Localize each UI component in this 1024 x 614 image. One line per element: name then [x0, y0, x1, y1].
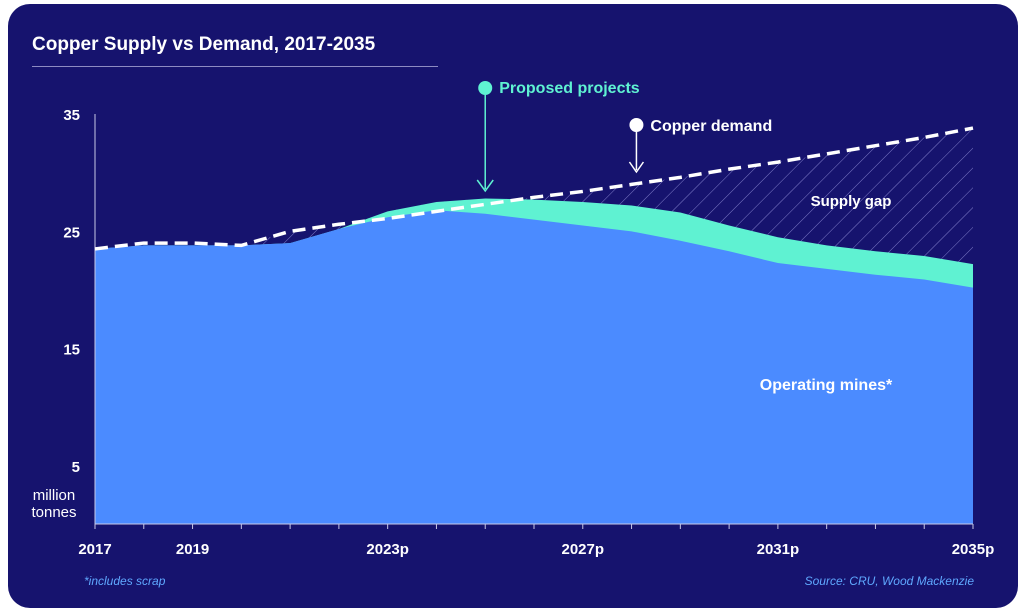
chart-title: Copper Supply vs Demand, 2017-2035: [32, 34, 376, 55]
proposed-projects-marker: [478, 81, 493, 95]
operating-mines-label: Operating mines*: [760, 377, 893, 394]
copper-demand-arrowhead: [628, 161, 645, 174]
x-tick-label: 2017: [78, 541, 111, 558]
x-tick-label: 2019: [176, 541, 209, 558]
copper-demand-line: [94, 126, 974, 251]
copper-demand-marker: [629, 118, 644, 132]
x-tick-label: 2031p: [757, 541, 800, 558]
y-tick-label: 25: [63, 224, 80, 241]
supply-gap-area: [241, 128, 974, 265]
source-note: Source: CRU, Wood Mackenzie: [804, 574, 974, 588]
y-tick-label: 15: [63, 342, 80, 359]
proposed-projects-arrowhead: [476, 179, 494, 193]
chart-plot: 5 15 25 35 million tonnes 2017 2019 2023p 2027p 20…: [31, 80, 995, 558]
operating-mines-area: [95, 210, 973, 525]
supply-gap-label: Supply gap: [811, 193, 892, 210]
footnote: *includes scrap: [84, 574, 166, 588]
x-tick-label: 2027p: [562, 541, 605, 558]
y-tick-label: 35: [63, 107, 80, 124]
chart-card: Copper Supply vs Demand, 2017-2035 5 15 25…: [8, 4, 1018, 608]
copper-demand-label: Copper demand: [650, 118, 772, 135]
x-tick-label: 2035p: [952, 541, 995, 558]
proposed-projects-label: Proposed projects: [499, 80, 640, 97]
y-tick-label: 5: [72, 459, 80, 476]
title-divider: [32, 66, 438, 67]
y-axis-title: million tonnes: [31, 487, 76, 521]
x-tick-label: 2023p: [366, 541, 409, 558]
